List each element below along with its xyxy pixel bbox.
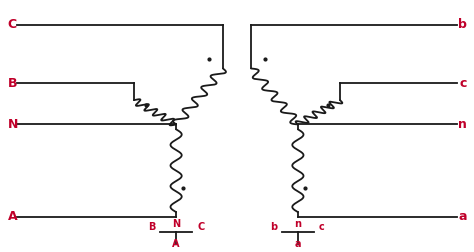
Text: N: N [8,118,18,131]
Text: C: C [197,222,204,232]
Text: n: n [458,118,466,131]
Text: b: b [270,222,277,232]
Text: A: A [173,239,180,249]
Text: n: n [294,219,301,229]
Text: N: N [172,219,180,229]
Text: A: A [8,210,17,224]
Text: c: c [319,222,325,232]
Text: B: B [8,77,17,90]
Text: B: B [147,222,155,232]
Text: b: b [458,18,466,31]
Text: C: C [8,18,17,31]
Text: a: a [458,210,466,224]
Text: c: c [459,77,466,90]
Text: a: a [295,239,301,249]
